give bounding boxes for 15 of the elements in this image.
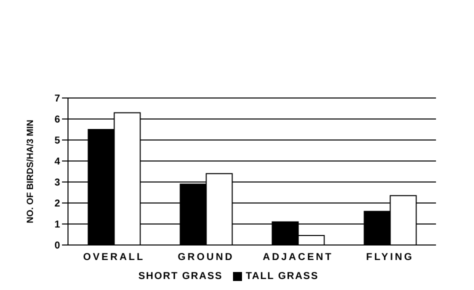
x-tick-label: ADJACENT	[262, 252, 334, 264]
y-tick-label: 2	[54, 198, 60, 210]
y-tick-label: 7	[54, 94, 60, 105]
y-tick-label: 1	[54, 220, 60, 231]
x-tick-label: OVERALL	[83, 252, 145, 264]
y-tick-label: 4	[54, 156, 60, 168]
legend-label: TALL GRASS	[246, 271, 319, 282]
y-tick-label: 0	[54, 240, 60, 252]
y-axis-title: NO. OF BIRDS/HA/3 MIN	[25, 120, 36, 224]
x-tick-label: GROUND	[178, 252, 234, 264]
y-tick-label: 5	[54, 136, 60, 147]
text: SHORT GRASS	[138, 271, 223, 282]
x-tick-label: FLYING	[366, 252, 414, 264]
y-tick-label: 3	[54, 178, 60, 189]
y-tick-label: 6	[54, 114, 60, 126]
